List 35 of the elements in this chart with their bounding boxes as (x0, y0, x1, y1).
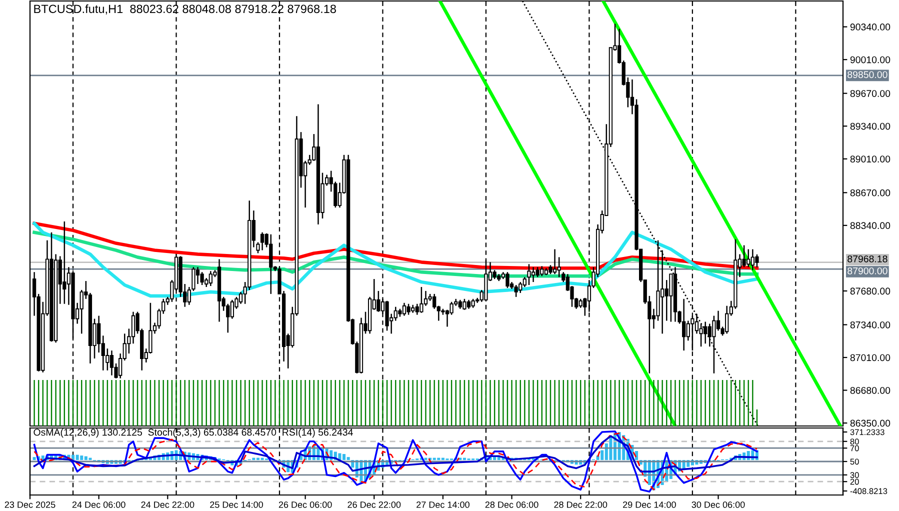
x-tick-label: 26 Dec 22:00 (348, 501, 401, 508)
y-tick-label: 87340.00 (850, 321, 890, 328)
y-tick-label: 88670.00 (850, 189, 890, 196)
y-tick-label: 89670.00 (850, 90, 890, 97)
y-tick-label: 89340.00 (850, 122, 890, 130)
y-tick-label: 87010.00 (850, 354, 890, 362)
x-tick-label: 23 Dec 2025 (4, 501, 56, 508)
y2-tick-label: 50 (850, 458, 859, 465)
y-tick-label: 86350.00 (850, 420, 890, 427)
ref-line-label: 87900.00 (848, 267, 888, 274)
x-tick-label: 25 Dec 14:00 (210, 501, 263, 508)
x-tick-label: 27 Dec 14:00 (416, 501, 470, 508)
x-tick-label: 24 Dec 06:00 (72, 501, 126, 508)
y-tick-label: -408.8213 (850, 488, 888, 494)
y-tick-label: 86680.00 (850, 386, 890, 394)
ref-line-label: 89850.00 (848, 71, 888, 78)
x-tick-label: 26 Dec 06:00 (278, 501, 332, 508)
y-tick-label: 87680.00 (850, 288, 890, 295)
y2-tick-label: 20 (850, 478, 859, 485)
y-tick-label: 89010.00 (850, 156, 890, 163)
x-tick-label: 24 Dec 22:00 (141, 501, 194, 508)
chart-title: BTCUSD.futu,H1 88023.62 88048.08 87918.22 87968.18 (34, 4, 336, 14)
x-tick-label: 29 Dec 14:00 (623, 501, 676, 508)
y-tick-label: 371.2333 (850, 429, 884, 436)
ref-line-label: 87968.18 (848, 255, 888, 262)
x-tick-label: 30 Dec 06:00 (692, 501, 745, 508)
y-tick-label: 88340.00 (850, 222, 890, 230)
y-tick-label: 90340.00 (850, 24, 890, 30)
y2-tick-label: 80 (850, 438, 859, 444)
y2-tick-label: 30 (850, 472, 859, 478)
y-tick-label: 90010.00 (850, 56, 890, 64)
x-tick-label: 28 Dec 22:00 (554, 501, 608, 508)
x-tick-label: 28 Dec 06:00 (485, 501, 538, 508)
y2-tick-label: 70 (850, 445, 859, 452)
chart-title: OsMA(12,26,9) 130.2125 Stoch(5,3,3) 65.0384 68.4570 RSI(14) 56.2434 (34, 428, 353, 438)
